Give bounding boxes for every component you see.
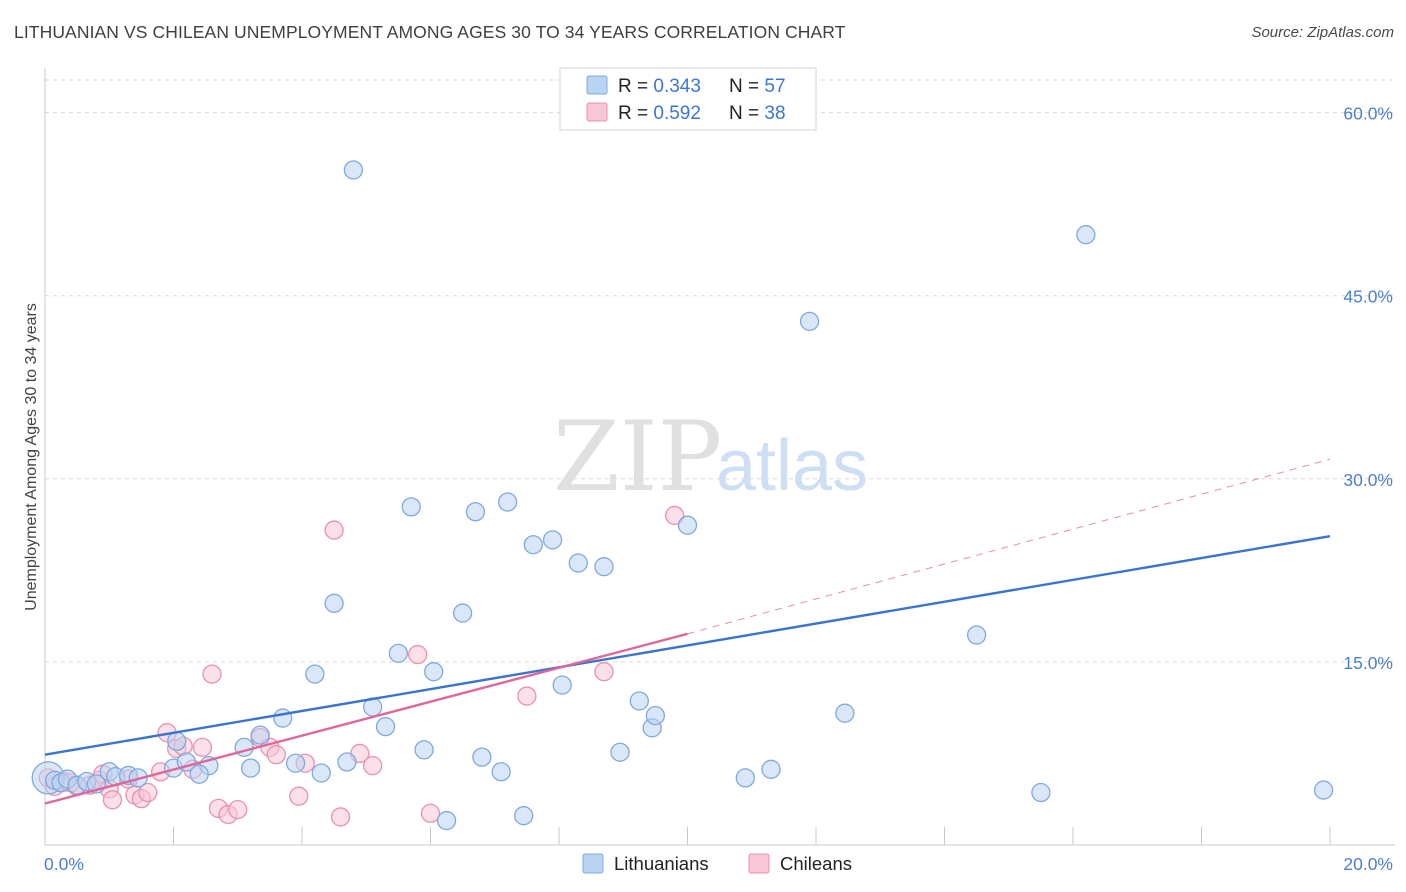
- lithuanians-points: [31, 160, 1334, 831]
- lithuanians-point: [645, 705, 666, 726]
- y-axis-label: Unemployment Among Ages 30 to 34 years: [23, 303, 40, 611]
- lithuanians-point: [452, 603, 473, 623]
- lithuanians-point: [285, 753, 306, 773]
- legend-row-lithuanians: R = 0.343: [618, 76, 701, 97]
- legend-r-label: R =: [618, 76, 653, 97]
- lithuanians-point: [568, 553, 588, 573]
- lithuanians-point: [542, 530, 563, 550]
- y-tick-label: 60.0%: [1343, 104, 1393, 124]
- legend-n-label: N =: [729, 76, 764, 97]
- legend-r-value: 0.592: [653, 103, 701, 124]
- y-tick-label: 15.0%: [1343, 653, 1393, 673]
- y-tick-label: 45.0%: [1343, 287, 1393, 307]
- series-legend-chileans: Chileans: [780, 853, 852, 874]
- lithuanians-point: [424, 662, 444, 682]
- series-legend: Lithuanians Chileans: [582, 853, 852, 874]
- series-legend-lithuanians: Lithuanians: [614, 853, 709, 874]
- legend-row-chileans: R = 0.592: [618, 103, 701, 124]
- chileans-point: [330, 807, 351, 827]
- lithuanians-point: [1313, 780, 1334, 800]
- lithuanians-point: [375, 716, 396, 737]
- lithuanians-point: [629, 691, 649, 711]
- lithuanians-point: [761, 759, 781, 779]
- trend-lines: [44, 458, 1331, 805]
- lithuanians-point: [523, 535, 543, 555]
- x-tick-label: 20.0%: [1343, 854, 1393, 874]
- legend-r-value: 0.343: [653, 76, 701, 97]
- lithuanians-point: [414, 740, 434, 760]
- chileans-point: [138, 782, 158, 803]
- chileans-point: [665, 505, 685, 526]
- y-tick-labels: 15.0% 30.0% 45.0% 60.0%: [1343, 104, 1393, 673]
- lithuanians-point: [1031, 782, 1051, 803]
- source-label: Source: ZipAtlas.com: [1251, 24, 1394, 41]
- legend-n-value: 38: [764, 103, 785, 124]
- lithuanians-point: [514, 806, 534, 826]
- lithuanians-point: [189, 764, 209, 784]
- lithuanians-point: [1076, 225, 1096, 245]
- lithuanians-point: [250, 725, 270, 745]
- lithuanians-point: [835, 703, 855, 723]
- chileans-point: [324, 520, 344, 540]
- series-legend-swatch-chileans: [748, 853, 770, 874]
- chileans-point: [517, 686, 537, 706]
- lithuanians-point: [273, 708, 293, 728]
- legend-swatch-lithuanians: [586, 75, 608, 95]
- lithuanians-point: [401, 497, 421, 517]
- legend-n-label: N =: [729, 103, 764, 124]
- y-tick-label: 30.0%: [1343, 470, 1393, 490]
- lithuanians-point: [799, 311, 820, 331]
- chileans-trend-extension: [687, 458, 1331, 635]
- lithuanians-point: [240, 758, 261, 778]
- lithuanians-point: [552, 675, 572, 695]
- x-tick-labels: 0.0% 20.0%: [44, 854, 1393, 874]
- legend-row-chileans-n: N = 38: [729, 103, 786, 124]
- lithuanians-point: [491, 762, 511, 782]
- chileans-point: [289, 786, 309, 806]
- chileans-point: [228, 799, 248, 820]
- lithuanians-point: [472, 747, 492, 767]
- lithuanians-point: [735, 768, 755, 788]
- watermark: ZIP atlas: [553, 401, 868, 513]
- axes: [44, 68, 1395, 846]
- series-legend-swatch-lithuanians: [582, 853, 604, 874]
- grid: [45, 79, 1395, 663]
- chart-title: LITHUANIAN VS CHILEAN UNEMPLOYMENT AMONG…: [14, 22, 846, 42]
- lithuanians-point: [465, 502, 486, 522]
- lithuanians-point: [324, 593, 344, 613]
- chileans-point: [407, 644, 428, 665]
- lithuanians-point: [436, 810, 457, 831]
- chileans-trend-line: [44, 632, 688, 805]
- lithuanians-point: [677, 515, 698, 535]
- lithuanians-point: [388, 643, 409, 664]
- chileans-point: [594, 662, 614, 682]
- chileans-point: [202, 664, 222, 684]
- lithuanians-point: [343, 160, 364, 180]
- lithuanians-point: [594, 557, 614, 577]
- legend-row-lithuanians-n: N = 57: [729, 76, 786, 97]
- legend-swatch-chileans: [586, 102, 608, 122]
- chileans-point: [363, 756, 383, 776]
- lithuanians-trend-line: [44, 534, 1331, 756]
- lithuanians-point: [311, 763, 331, 783]
- chileans-point: [192, 737, 213, 757]
- lithuanians-point: [610, 742, 630, 762]
- lithuanians-point: [337, 752, 357, 772]
- watermark-atlas: atlas: [716, 426, 868, 506]
- chileans-point: [266, 745, 286, 765]
- x-tick-label: 0.0%: [44, 854, 84, 874]
- correlation-legend: R = 0.343 N = 57 R = 0.592 N = 38: [559, 67, 817, 131]
- lithuanians-point: [497, 492, 518, 512]
- chileans-point: [102, 790, 123, 810]
- lithuanians-point: [966, 625, 987, 645]
- lithuanians-point: [305, 664, 325, 684]
- legend-r-label: R =: [618, 103, 653, 124]
- watermark-zip: ZIP: [553, 401, 722, 513]
- lithuanians-point: [167, 731, 187, 751]
- chileans-point: [420, 803, 441, 823]
- legend-n-value: 57: [764, 76, 785, 97]
